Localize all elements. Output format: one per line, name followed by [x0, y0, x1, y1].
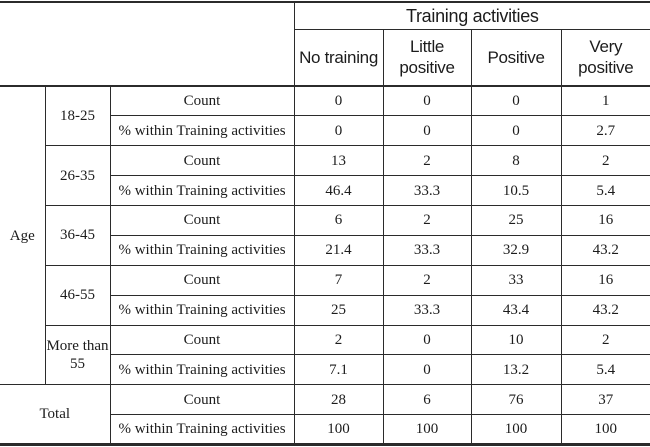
- cell-value: 1: [560, 85, 650, 117]
- total-count-row: Total Count 28 6 76 37: [0, 384, 650, 445]
- cell-value: 25: [293, 294, 384, 326]
- count-row: 36-45 Count 6 2 25 16: [0, 205, 650, 266]
- cell-value: 100: [470, 414, 562, 445]
- cell-value: 0: [382, 85, 472, 117]
- cell-value: 33.3: [382, 234, 472, 266]
- cell-value: 33: [470, 264, 562, 296]
- cell-value: 0: [382, 354, 472, 386]
- row-label-pct: % within Training activities: [109, 414, 295, 445]
- cell-value: 5.4: [560, 354, 650, 386]
- cell-value: 16: [560, 205, 650, 236]
- cell-value: 33.3: [382, 294, 472, 326]
- total-pct-row: % within Training activities 100 100 100…: [0, 414, 650, 445]
- count-row: More than 55 Count 2 0 10 2: [0, 324, 650, 386]
- cell-value: 100: [382, 414, 472, 445]
- row-label-pct: % within Training activities: [109, 115, 295, 147]
- cell-value: 76: [470, 384, 562, 416]
- count-row: 26-35 Count 13 2 8 2: [0, 145, 650, 206]
- age-group-label-36-45: 36-45: [44, 205, 111, 266]
- cell-value: 7: [293, 264, 384, 296]
- cell-value: 100: [293, 414, 384, 445]
- cell-value: 43.4: [470, 294, 562, 326]
- cell-value: 13: [293, 145, 384, 177]
- cell-value: 13.2: [470, 354, 562, 386]
- row-label-pct: % within Training activities: [109, 175, 295, 206]
- row-label-pct: % within Training activities: [109, 354, 295, 386]
- cell-value: 43.2: [560, 234, 650, 266]
- cell-value: 2: [293, 324, 384, 356]
- cell-value: 37: [560, 384, 650, 416]
- cell-value: 7.1: [293, 354, 384, 386]
- cell-value: 16: [560, 264, 650, 296]
- row-label-pct: % within Training activities: [109, 294, 295, 326]
- age-group-label-26-35: 26-35: [44, 145, 111, 206]
- cell-value: 0: [293, 85, 384, 117]
- col-header-little-positive: Little positive: [382, 28, 472, 87]
- cell-value: 0: [470, 115, 562, 147]
- cell-value: 25: [470, 205, 562, 236]
- col-header-very-positive: Very positive: [560, 28, 650, 87]
- header-training-activities: Training activities: [293, 1, 650, 30]
- cell-value: 2: [560, 145, 650, 177]
- cell-value: 6: [382, 384, 472, 416]
- age-axis-label: Age: [0, 85, 46, 386]
- cell-value: 2: [382, 205, 472, 236]
- total-label: Total: [0, 384, 111, 445]
- cell-value: 2.7: [560, 115, 650, 147]
- cell-value: 6: [293, 205, 384, 236]
- age-group-label-46-55: 46-55: [44, 264, 111, 326]
- cell-value: 2: [560, 324, 650, 356]
- row-label-count: Count: [109, 324, 295, 356]
- row-label-count: Count: [109, 384, 295, 416]
- cell-value: 0: [470, 85, 562, 117]
- cell-value: 21.4: [293, 234, 384, 266]
- cell-value: 0: [382, 115, 472, 147]
- age-group-label-more-than-55: More than 55: [44, 324, 111, 386]
- row-label-pct: % within Training activities: [109, 234, 295, 266]
- cell-value: 10.5: [470, 175, 562, 206]
- col-header-no-training: No training: [293, 28, 384, 87]
- row-label-count: Count: [109, 205, 295, 236]
- header-row-top: Training activities: [0, 1, 650, 87]
- row-label-count: Count: [109, 85, 295, 117]
- cell-value: 2: [382, 145, 472, 177]
- corner-cell: [0, 1, 295, 87]
- col-header-positive: Positive: [470, 28, 562, 87]
- cell-value: 33.3: [382, 175, 472, 206]
- cell-value: 5.4: [560, 175, 650, 206]
- cell-value: 28: [293, 384, 384, 416]
- cell-value: 46.4: [293, 175, 384, 206]
- age-group-label-18-25: 18-25: [44, 85, 111, 147]
- cell-value: 0: [293, 115, 384, 147]
- row-label-count: Count: [109, 145, 295, 177]
- cell-value: 32.9: [470, 234, 562, 266]
- row-label-count: Count: [109, 264, 295, 296]
- count-row: Age 18-25 Count 0 0 0 1: [0, 85, 650, 386]
- pct-row: % within Training activities 7.1 0 13.2 …: [0, 354, 650, 386]
- cell-value: 43.2: [560, 294, 650, 326]
- header-row-columns: No training Little positive Positive Ver…: [0, 28, 650, 87]
- table-header: Training activities No training Little p…: [0, 1, 650, 87]
- pct-row: % within Training activities 21.4 33.3 3…: [0, 234, 650, 266]
- cell-value: 2: [382, 264, 472, 296]
- cell-value: 100: [560, 414, 650, 445]
- cell-value: 10: [470, 324, 562, 356]
- count-row: 46-55 Count 7 2 33 16: [0, 264, 650, 326]
- table-body: Age 18-25 Count 0 0 0 1 % within Trainin…: [0, 85, 650, 445]
- cell-value: 8: [470, 145, 562, 177]
- cell-value: 0: [382, 324, 472, 356]
